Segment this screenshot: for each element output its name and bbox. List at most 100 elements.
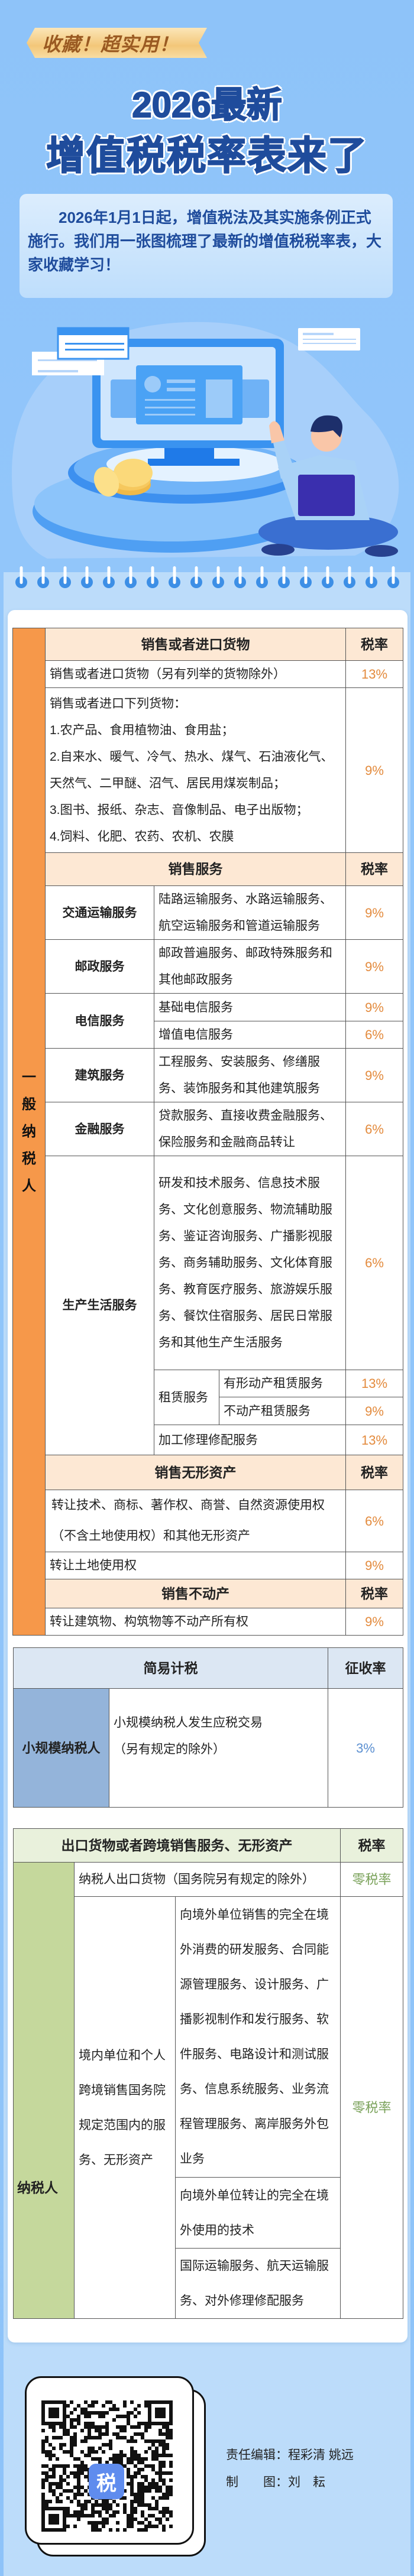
goods-listed-rate: 9% [345,687,404,853]
life-services-category: 生产生活服务 [45,1156,154,1455]
land-rate: 9% [345,1552,404,1579]
finance-rate: 6% [345,1102,404,1156]
intro-box: 2026年1月1日起，增值税法及其实施条例正式施行。我们用一张图梳理了最新的增值… [20,194,393,298]
small-scale-taxpayer-label: 小规模纳税人 [13,1688,109,1808]
goods-listed-intro: 销售或者进口下列货物： [50,697,186,710]
spiral-ring [81,566,93,588]
cross-border-item: 向境外单位转让的完全在境外使用的技术 [174,2177,341,2249]
qr-code-icon [41,2400,173,2532]
postal-desc: 邮政普遍服务、邮政特殊服务和其他邮政服务 [153,939,347,994]
goods-general-rate: 13% [345,660,404,688]
tangible-leasing-rate: 13% [345,1370,404,1397]
levy-rate-header: 征收率 [328,1647,403,1689]
spiral-ring [344,566,355,588]
person-with-tablet-icon [258,415,398,557]
intangible-tech-desc: 转让技术、商标、著作权、商誉、自然资源使用权（不含土地使用权）和其他无形资产 [44,1490,347,1552]
small-scale-desc-line: （另有规定的除外） [114,1743,225,1756]
simple-method-header: 简易计税 [13,1647,328,1689]
construction-category: 建筑服务 [45,1048,154,1102]
telecom-basic-desc: 基础电信服务 [153,993,347,1021]
spiral-ring [15,566,27,588]
tangible-leasing-desc: 有形动产租赁服务 [218,1370,347,1397]
postal-category: 邮政服务 [45,939,154,994]
page-title-line2: 增值税税率表来了 [46,134,368,177]
construction-desc: 工程服务、安装服务、修缮服务、装饰服务和其他建筑服务 [153,1048,347,1102]
goods-listed-item: 4.饲料、化肥、农药、农机、农膜 [50,830,234,843]
rate-header: 税率 [345,852,404,886]
rate-header: 税率 [345,628,404,661]
intro-text: 2026年1月1日起，增值税法及其实施条例正式施行。我们用一张图梳理了最新的增值… [28,209,382,274]
spiral-ring [234,566,246,588]
spiral-ring [322,566,334,588]
small-scale-rate: 3% [328,1688,403,1808]
real-estate-transfer-rate: 9% [345,1608,404,1636]
land-desc: 转让土地使用权 [44,1552,347,1579]
rate-header: 税率 [345,1579,404,1608]
gold-coins-icon [93,459,153,497]
rate-header: 税率 [345,1455,404,1490]
general-taxpayer-table: 一般纳税人 销售或者进口货物 税率 销售或者进口货物（另有列举的货物除外） 13… [12,628,404,1636]
spiral-ring [366,566,377,588]
life-services-desc: 研发和技术服务、信息技术服务、文化创意服务、物流辅助服务、鉴证咨询服务、广播影视… [153,1156,347,1370]
general-taxpayer-label: 一般纳税人 [12,628,46,1636]
rate-header: 税率 [340,1828,404,1863]
export-header: 出口货物或者跨境销售服务、无形资产 [12,1828,341,1863]
goods-listed-desc: 销售或者进口下列货物： 1.农产品、食用植物油、食用盐； 2.自来水、暖气、冷气… [44,687,347,853]
telecom-category: 电信服务 [45,993,154,1049]
qr-code-card[interactable]: 税 [25,2376,194,2545]
finance-desc: 贷款服务、直接收费金融服务、保险服务和金融商品转让 [153,1102,347,1156]
export-goods-desc: 纳税人出口货物（国务院另有规定的除外） [73,1862,341,1897]
spiral-ring [37,566,49,588]
collect-badge: 收藏！超实用！ [27,28,207,58]
life-services-rate: 6% [345,1156,404,1370]
spiral-ring [190,566,202,588]
spiral-ring [300,566,312,588]
goods-listed-item: 3.图书、报纸、杂志、音像制品、电子出版物； [50,803,309,817]
designer-credit: 制 图：刘 耘 [226,2476,325,2489]
telecom-basic-rate: 9% [345,993,404,1021]
goods-listed-item: 1.农产品、食用植物油、食用盐； [50,724,234,737]
page-title-line1: 2026最新 [131,85,282,125]
export-taxpayer-label: 纳税人 [13,1862,75,2319]
editor-credit: 责任编辑：程彩清 姚远 [226,2448,354,2462]
export-goods-rate: 零税率 [340,1862,404,1897]
intangible-header: 销售无形资产 [44,1455,347,1490]
transport-rate: 9% [345,885,404,940]
badge-text: 收藏！超实用！ [42,33,179,55]
real-estate-leasing-rate: 9% [345,1397,404,1425]
cross-border-item: 国际运输服务、航天运输服务、对外修理修配服务 [174,2248,341,2319]
postal-rate: 9% [345,939,404,994]
cross-border-label: 境内单位和个人跨境销售国务院规定范围内的服务、无形资产 [74,1896,176,2319]
cross-border-rate: 零税率 [340,1896,404,2319]
tablet-icon [298,475,355,516]
repair-desc: 加工修理修配服务 [153,1425,347,1455]
spiral-ring [103,566,115,588]
popup-window-icon [32,327,130,375]
telecom-value-added-rate: 6% [345,1021,404,1049]
illustration-computer-person [12,322,399,559]
finance-category: 金融服务 [45,1102,154,1156]
real-estate-leasing-desc: 不动产租赁服务 [218,1397,347,1425]
simple-method-table: 简易计税 征收率 小规模纳税人 小规模纳税人发生应税交易 （另有规定的除外） 3… [13,1647,403,1808]
transport-desc: 陆路运输服务、水路运输服务、航空运输服务和管道运输服务 [153,885,347,940]
spiral-ring [212,566,224,588]
goods-general-desc: 销售或者进口货物（另有列举的货物除外） [44,660,347,688]
small-scale-desc: 小规模纳税人发生应税交易 （另有规定的除外） [109,1688,328,1808]
spiral-ring [169,566,180,588]
real-estate-header: 销售不动产 [44,1579,347,1608]
repair-rate: 13% [345,1425,404,1455]
tax-logo-icon: 税 [89,2464,124,2499]
intangible-tech-rate: 6% [345,1490,404,1552]
spiral-binding [15,566,399,588]
construction-rate: 9% [345,1048,404,1102]
real-estate-transfer-desc: 转让建筑物、构筑物等不动产所有权 [44,1608,347,1636]
spiral-ring [59,566,71,588]
spiral-ring [147,566,159,588]
chat-bubble-icon [298,328,360,351]
services-header: 销售服务 [44,852,347,886]
telecom-value-added-desc: 增值电信服务 [153,1021,347,1049]
spiral-ring [256,566,268,588]
small-scale-desc-line: 小规模纳税人发生应税交易 [114,1716,263,1730]
cross-border-item: 向境外单位销售的完全在境外消费的研发服务、合同能源管理服务、设计服务、广播影视制… [174,1896,341,2178]
goods-listed-item: 2.自来水、暖气、冷气、热水、煤气、石油液化气、天然气、二甲醚、沼气、居民用煤炭… [50,750,334,790]
